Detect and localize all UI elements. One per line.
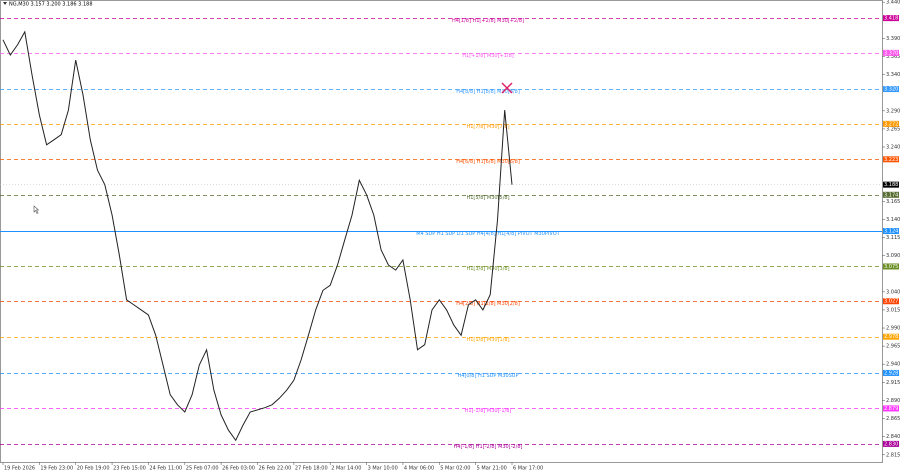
price-tag-box: [883, 156, 899, 163]
x-tick-label: 25 Feb 07:00: [186, 466, 219, 472]
y-tick-label: 3.240: [886, 145, 900, 151]
price-tag: 2.928: [884, 370, 898, 376]
price-tag-box: [883, 333, 899, 340]
y-tick-label: 3.090: [886, 253, 900, 259]
x-tick-label: 26 Feb 22:00: [259, 466, 292, 472]
y-tick-label: 3.015: [886, 307, 900, 313]
x-tick-label: 5 Mar 02:00: [440, 466, 470, 472]
y-tick-label: 3.115: [886, 235, 900, 241]
price-tag: 2.879: [884, 406, 898, 412]
level-label: H1[3/8] M30[3/8]: [466, 266, 509, 272]
y-tick-label: 3.390: [886, 36, 900, 42]
x-tick-label: 19 Feb 2026: [4, 466, 35, 472]
y-tick-label: 2.815: [886, 452, 900, 458]
price-tag: 3.027: [884, 299, 898, 305]
x-tick-label: 5 Mar 21:00: [477, 466, 507, 472]
y-tick-label: 3.040: [886, 289, 900, 295]
level-label: H1[1/8] M30[1/8]: [466, 337, 509, 343]
chart-title: NG,M30 3.157 3.200 3.186 3.188: [9, 2, 93, 8]
y-tick-label: 3.440: [886, 0, 900, 6]
level-label: H1[7/8] M30[7/8]: [466, 124, 509, 130]
price-tag: 3.272: [884, 121, 898, 127]
x-tick-label: 4 Mar 06:00: [404, 466, 434, 472]
price-tag-box: [883, 120, 899, 127]
x-tick-label: 23 Feb 15:00: [113, 466, 146, 472]
y-tick-label: 3.340: [886, 72, 900, 78]
x-tick-label: 3 Mar 10:00: [368, 466, 398, 472]
price-tag: 3.188: [884, 182, 898, 188]
cross-marker: [501, 82, 513, 94]
price-tag-box: [883, 86, 899, 93]
y-tick-label: 2.890: [886, 398, 900, 404]
y-tick-label: 3.365: [886, 54, 900, 60]
level-label: H4[0/8] H1 SUP M30SUP: [458, 373, 519, 379]
level-label: H1[+1/8] M30[+1/8]: [462, 53, 514, 59]
level-label: H4[1/8] H1[+2/8] M30[+2/8]: [452, 18, 524, 24]
price-tag: 3.174: [884, 192, 898, 198]
y-tick-label: 3.265: [886, 126, 900, 132]
level-label: H4[2/8] H1[2/8] M30[2/8]: [456, 301, 520, 307]
level-label: H4[6/8] H1[6/8] M30[6/8]: [456, 159, 520, 165]
y-tick-label: 2.915: [886, 380, 900, 386]
y-tick-label: 2.865: [886, 416, 900, 422]
level-label: M4 SUP H1 SUP D1 SUP H4[4/8] H1[4/8] PIV…: [416, 231, 560, 237]
y-tick-label: 2.840: [886, 434, 900, 440]
price-tag-box: [883, 298, 899, 305]
x-tick-label: 19 Feb 23:00: [40, 466, 73, 472]
x-tick-label: 27 Feb 18:00: [295, 466, 328, 472]
x-tick-label: 6 Mar 17:00: [513, 466, 543, 472]
x-tick-label: 26 Feb 03:00: [222, 466, 255, 472]
price-tag-box: [883, 15, 899, 22]
price-tag-box: [883, 369, 899, 376]
price-tag: 3.223: [884, 157, 898, 163]
price-tag: 3.124: [884, 229, 898, 235]
y-tick-label: 2.965: [886, 344, 900, 350]
price-tag-box: [883, 263, 899, 270]
y-tick-label: 2.940: [886, 362, 900, 368]
price-tag: 3.370: [884, 50, 898, 56]
y-tick-label: 3.290: [886, 108, 900, 114]
x-tick-label: 20 Feb 19:00: [77, 466, 110, 472]
level-label: H4[-1/8] H1[-2/8] M30[-2/8]: [454, 444, 523, 450]
level-label: H4[8/8] H1[8/8] M30[8/8]: [456, 89, 520, 95]
price-tag: 2.830: [884, 441, 898, 447]
price-tag: 3.418: [884, 16, 898, 22]
price-tag: 2.978: [884, 334, 898, 340]
level-label: H1[5/8] M30[5/8]: [466, 195, 509, 201]
y-tick-label: 3.165: [886, 199, 900, 205]
symbol-icon: [3, 2, 7, 5]
price-tag: 3.075: [884, 264, 898, 270]
y-tick-label: 2.990: [886, 326, 900, 332]
price-tag-box: [883, 440, 899, 447]
x-tick-label: 24 Feb 11:00: [149, 466, 182, 472]
price-tag: 3.320: [884, 87, 898, 93]
price-tag-box: [883, 228, 899, 234]
x-tick-label: 2 Mar 14:00: [331, 466, 361, 472]
y-tick-label: 3.140: [886, 217, 900, 223]
level-label: H1[-1/8] M30[-1/8]: [465, 408, 512, 414]
cursor: [33, 205, 40, 214]
price-line: [2, 30, 513, 442]
price-tag-box: [883, 181, 899, 188]
price-tag-box: [883, 49, 899, 56]
price-tag-box: [883, 191, 899, 198]
price-tag-box: [883, 405, 899, 412]
